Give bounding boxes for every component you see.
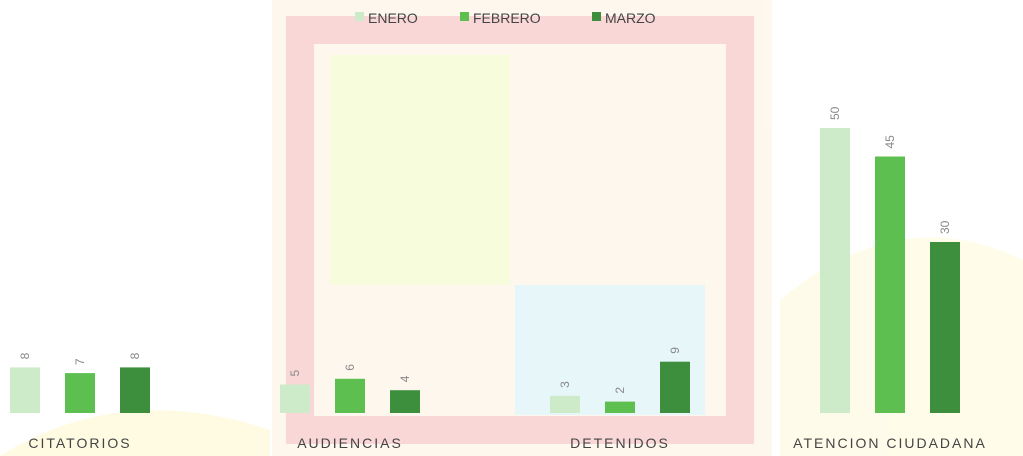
legend-label: ENERO bbox=[368, 10, 418, 26]
legend-swatch bbox=[355, 12, 364, 21]
legend-label: MARZO bbox=[605, 10, 656, 26]
data-label: 9 bbox=[668, 347, 682, 354]
data-label: 4 bbox=[398, 375, 412, 382]
data-label: 3 bbox=[558, 381, 572, 388]
bar bbox=[875, 157, 905, 414]
data-label: 2 bbox=[613, 387, 627, 394]
bar bbox=[550, 396, 580, 413]
bar bbox=[335, 379, 365, 413]
x-tick-label: AUDIENCIAS bbox=[297, 435, 403, 451]
data-label: 45 bbox=[883, 135, 897, 149]
bar bbox=[660, 362, 690, 413]
data-label: 6 bbox=[343, 364, 357, 371]
bar bbox=[65, 373, 95, 413]
data-label: 50 bbox=[828, 106, 842, 120]
bar bbox=[605, 402, 635, 413]
x-tick-label: DETENIDOS bbox=[570, 435, 670, 451]
emblem-quadrant bbox=[330, 55, 510, 285]
bar bbox=[120, 367, 150, 413]
bar bbox=[930, 242, 960, 413]
x-tick-label: ATENCION CIUDADANA bbox=[793, 435, 987, 451]
data-label: 8 bbox=[18, 352, 32, 359]
data-label: 30 bbox=[938, 220, 952, 234]
background-emblem bbox=[0, 0, 1023, 456]
data-label: 5 bbox=[288, 370, 302, 377]
legend-swatch bbox=[460, 12, 469, 21]
bar bbox=[280, 385, 310, 414]
data-label: 7 bbox=[73, 358, 87, 365]
bar bbox=[820, 128, 850, 413]
legend-swatch bbox=[592, 12, 601, 21]
bar bbox=[10, 367, 40, 413]
data-label: 8 bbox=[128, 352, 142, 359]
legend-label: FEBRERO bbox=[473, 10, 541, 26]
chart: ENERO FEBRERO MARZO 8 7 8 CITATORIOS 5 6 4 AUDIENC… bbox=[0, 0, 1023, 456]
x-tick-label: CITATORIOS bbox=[28, 435, 131, 451]
bar bbox=[390, 390, 420, 413]
